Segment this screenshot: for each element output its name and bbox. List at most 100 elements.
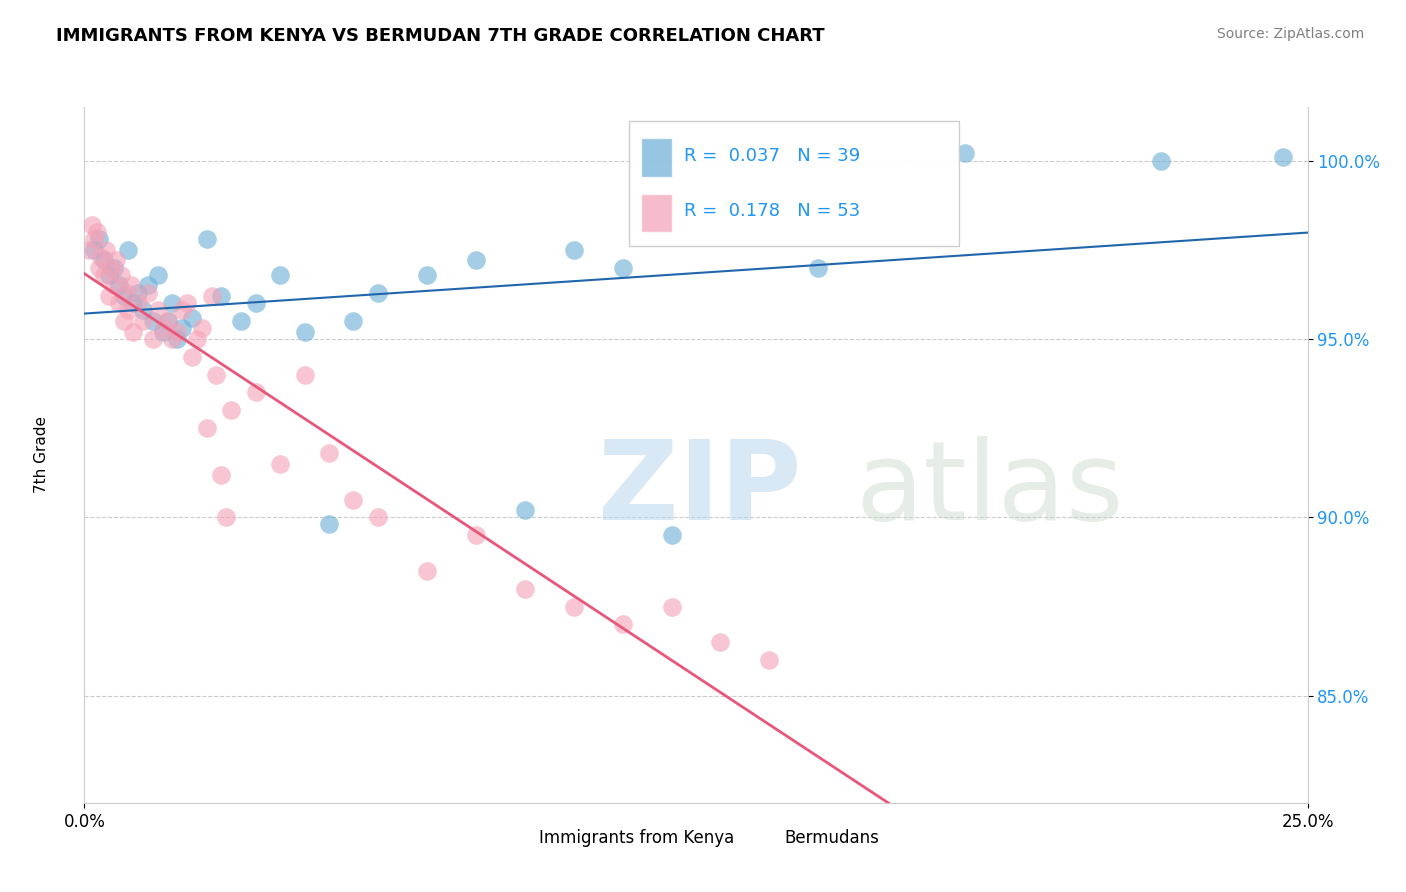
Point bbox=[416, 564, 439, 578]
Point bbox=[416, 268, 439, 282]
Point bbox=[191, 321, 214, 335]
Point bbox=[97, 289, 120, 303]
Point bbox=[115, 285, 138, 300]
Point bbox=[172, 321, 194, 335]
Text: ZIP: ZIP bbox=[598, 436, 801, 543]
Point bbox=[110, 268, 132, 282]
Point bbox=[132, 303, 155, 318]
Point bbox=[156, 314, 179, 328]
Point bbox=[200, 289, 222, 303]
Point bbox=[107, 278, 129, 293]
Point bbox=[245, 296, 267, 310]
Text: 7th Grade: 7th Grade bbox=[34, 417, 49, 493]
Point bbox=[127, 285, 149, 300]
Point bbox=[195, 232, 218, 246]
Point bbox=[245, 385, 267, 400]
Point bbox=[367, 285, 389, 300]
Point bbox=[86, 225, 108, 239]
Point bbox=[612, 617, 634, 632]
Point bbox=[127, 296, 149, 310]
Point bbox=[342, 314, 364, 328]
Point bbox=[93, 268, 115, 282]
Point bbox=[117, 303, 139, 318]
Text: R =  0.037   N = 39: R = 0.037 N = 39 bbox=[683, 146, 860, 165]
FancyBboxPatch shape bbox=[501, 827, 531, 852]
Point bbox=[103, 278, 125, 293]
Point bbox=[219, 403, 242, 417]
Point bbox=[146, 268, 169, 282]
Point bbox=[1272, 150, 1295, 164]
Point bbox=[136, 285, 159, 300]
Point bbox=[117, 243, 139, 257]
Point bbox=[661, 528, 683, 542]
Point bbox=[209, 289, 232, 303]
Point bbox=[294, 325, 316, 339]
Point bbox=[318, 517, 340, 532]
Point bbox=[152, 325, 174, 339]
Point bbox=[103, 260, 125, 275]
Point bbox=[209, 467, 232, 482]
Point bbox=[122, 296, 145, 310]
Point bbox=[166, 332, 188, 346]
Point bbox=[205, 368, 228, 382]
Point bbox=[172, 303, 194, 318]
Point bbox=[146, 303, 169, 318]
Point bbox=[513, 582, 536, 596]
Point bbox=[122, 325, 145, 339]
Point bbox=[166, 325, 188, 339]
Text: Bermudans: Bermudans bbox=[785, 829, 879, 847]
Point bbox=[90, 250, 112, 264]
Point bbox=[562, 599, 585, 614]
Point bbox=[807, 260, 830, 275]
Text: R =  0.178   N = 53: R = 0.178 N = 53 bbox=[683, 202, 860, 220]
Point bbox=[80, 218, 103, 232]
Point bbox=[612, 260, 634, 275]
Point bbox=[83, 232, 105, 246]
Point bbox=[758, 653, 780, 667]
FancyBboxPatch shape bbox=[641, 194, 672, 232]
Point bbox=[105, 253, 128, 268]
Point bbox=[176, 296, 198, 310]
Point bbox=[107, 296, 129, 310]
Text: Immigrants from Kenya: Immigrants from Kenya bbox=[540, 829, 735, 847]
Point bbox=[132, 314, 155, 328]
Point bbox=[661, 599, 683, 614]
Point bbox=[195, 421, 218, 435]
Point bbox=[77, 243, 100, 257]
Point bbox=[215, 510, 238, 524]
Point bbox=[152, 321, 174, 335]
Point bbox=[100, 260, 122, 275]
Point bbox=[83, 243, 105, 257]
Point bbox=[120, 278, 142, 293]
Point bbox=[269, 268, 291, 282]
Point bbox=[142, 332, 165, 346]
Point bbox=[162, 332, 184, 346]
Point bbox=[93, 253, 115, 268]
Point bbox=[1150, 153, 1173, 168]
Point bbox=[97, 268, 120, 282]
Point bbox=[229, 314, 252, 328]
Text: atlas: atlas bbox=[855, 436, 1123, 543]
Point bbox=[294, 368, 316, 382]
Point bbox=[513, 503, 536, 517]
Text: Source: ZipAtlas.com: Source: ZipAtlas.com bbox=[1216, 27, 1364, 41]
FancyBboxPatch shape bbox=[641, 138, 672, 177]
Point bbox=[269, 457, 291, 471]
Point bbox=[562, 243, 585, 257]
Point bbox=[181, 310, 204, 325]
Point bbox=[342, 492, 364, 507]
Point bbox=[464, 528, 486, 542]
FancyBboxPatch shape bbox=[628, 121, 959, 246]
Point bbox=[136, 278, 159, 293]
Point bbox=[181, 350, 204, 364]
Point bbox=[156, 314, 179, 328]
Point bbox=[709, 635, 731, 649]
Point bbox=[186, 332, 208, 346]
Point bbox=[464, 253, 486, 268]
Text: IMMIGRANTS FROM KENYA VS BERMUDAN 7TH GRADE CORRELATION CHART: IMMIGRANTS FROM KENYA VS BERMUDAN 7TH GR… bbox=[56, 27, 825, 45]
Point bbox=[112, 314, 135, 328]
Point bbox=[87, 232, 110, 246]
Point bbox=[162, 296, 184, 310]
Point bbox=[142, 314, 165, 328]
FancyBboxPatch shape bbox=[745, 827, 776, 852]
